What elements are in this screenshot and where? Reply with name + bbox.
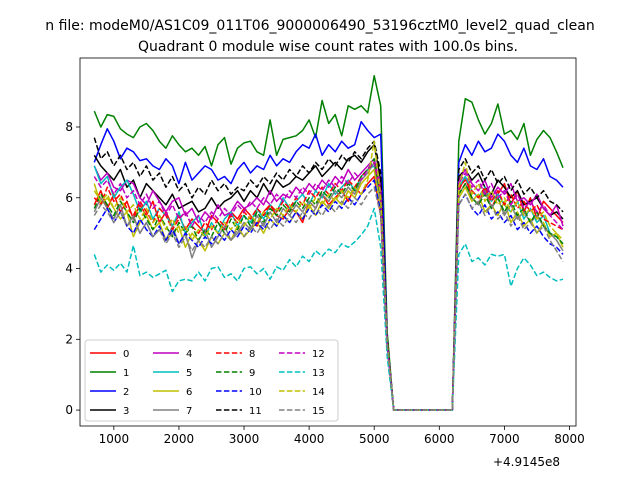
series-line-12 — [93, 161, 564, 411]
x-tick-label: 7000 — [489, 432, 520, 446]
legend-label: 0 — [123, 349, 129, 360]
x-tick-label: 8000 — [554, 432, 585, 446]
legend-label: 6 — [186, 387, 192, 398]
series-line-3 — [93, 143, 564, 411]
legend-label: 2 — [123, 387, 129, 398]
legend-label: 1 — [123, 368, 129, 379]
x-tick-label: 6000 — [424, 432, 455, 446]
x-tick-label: 4000 — [294, 432, 325, 446]
legend-label: 8 — [249, 349, 255, 360]
axes-frame — [79, 57, 577, 427]
legend-label: 5 — [186, 368, 192, 379]
series-line-2 — [93, 120, 564, 411]
chart-title: Quadrant 0 module wise count rates with … — [138, 39, 518, 55]
x-tick-label: 2000 — [164, 432, 195, 446]
legend-label: 7 — [186, 406, 192, 417]
legend-label: 14 — [312, 387, 325, 398]
legend-label: 10 — [249, 387, 262, 398]
legend-label: 9 — [249, 368, 255, 379]
figure-suptitle: n file: modeM0/AS1C09_011T06_9000006490_… — [45, 18, 594, 34]
y-tick-label: 2 — [65, 332, 73, 346]
legend-label: 4 — [186, 349, 192, 360]
series-line-9 — [93, 158, 564, 411]
series-line-1 — [93, 74, 564, 411]
series-line-8 — [93, 161, 564, 411]
legend-label: 11 — [249, 406, 262, 417]
series-line-14 — [93, 140, 564, 411]
x-offset-text: +4.9145e8 — [493, 455, 560, 469]
series-line-10 — [93, 179, 564, 411]
legend-label: 12 — [312, 349, 325, 360]
series-line-13 — [93, 207, 564, 411]
x-tick-label: 1000 — [99, 432, 130, 446]
legend-box — [84, 339, 339, 422]
plot-area: 1000 2000 3000 4000 5000 6000 7000 800002468012… — [65, 57, 585, 446]
y-tick-label: 4 — [65, 262, 73, 276]
series-line-15 — [93, 186, 564, 411]
y-tick-label: 8 — [65, 120, 73, 134]
legend-label: 3 — [123, 406, 129, 417]
x-tick-label: 5000 — [359, 432, 390, 446]
legend-label: 13 — [312, 368, 325, 379]
series-lines — [93, 74, 564, 411]
x-tick-label: 3000 — [229, 432, 260, 446]
y-tick-label: 0 — [65, 403, 73, 417]
legend-label: 15 — [312, 406, 325, 417]
y-tick-label: 6 — [65, 191, 73, 205]
series-line-11 — [93, 137, 564, 411]
